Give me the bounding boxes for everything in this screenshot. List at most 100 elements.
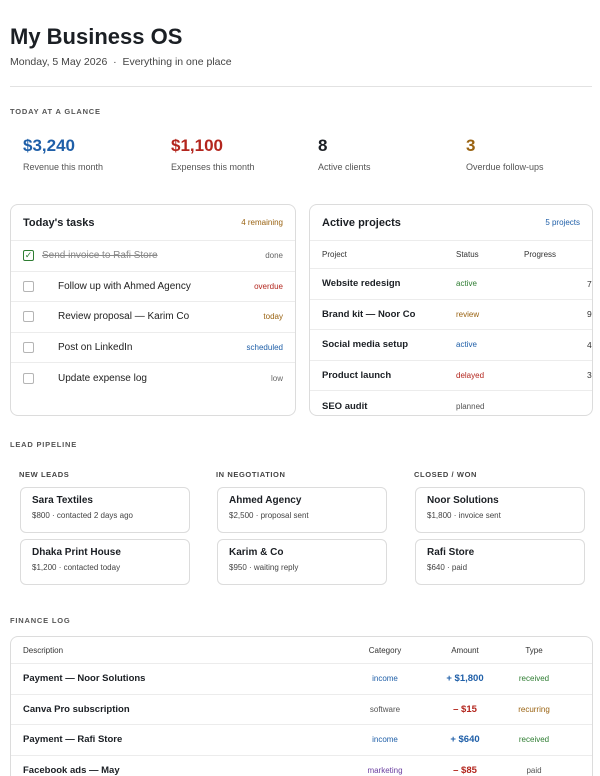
kpi-active-clients: 8 Active clients: [318, 136, 371, 172]
finance-table-body: Payment — Noor Solutions income + $1,800 re…: [11, 664, 592, 776]
task-row[interactable]: ✓ Send invoice to Rafi Store done: [11, 241, 295, 272]
pipeline-column-label: IN NEGOTIATION: [216, 470, 286, 479]
finance-type: paid: [526, 765, 542, 775]
column-header-type: Type: [525, 645, 543, 655]
finance-card: Description Category Amount Type Payment…: [10, 636, 593, 776]
tasks-card-title: Today's tasks: [23, 216, 95, 229]
lead-name: Ahmed Agency: [229, 495, 302, 506]
task-status-badge: today: [263, 312, 283, 322]
lead-card[interactable]: Noor Solutions $1,800 · invoice sent: [415, 487, 585, 533]
column-header-category: Category: [368, 645, 402, 655]
lead-card[interactable]: Rafi Store $640 · paid: [415, 539, 585, 585]
finance-row[interactable]: Facebook ads — May marketing – $85 paid: [11, 756, 592, 776]
finance-description: Payment — Rafi Store: [23, 734, 123, 746]
pipeline-column-label: NEW LEADS: [19, 470, 70, 479]
kpi-label: Overdue follow-ups: [466, 162, 544, 172]
lead-detail: $950 · waiting reply: [229, 563, 299, 572]
project-progress: 30%: [586, 370, 592, 381]
kpi-label: Active clients: [318, 162, 371, 172]
task-checkbox[interactable]: [23, 311, 34, 323]
pipeline-section-label: LEAD PIPELINE: [10, 440, 78, 449]
kpi-overdue-followups: 3 Overdue follow-ups: [466, 136, 544, 172]
task-status-badge: scheduled: [246, 342, 283, 352]
lead-detail: $800 · contacted 2 days ago: [32, 511, 133, 520]
kpi-label: Expenses this month: [171, 162, 255, 172]
finance-description: Facebook ads — May: [23, 764, 120, 776]
lead-detail: $1,800 · invoice sent: [427, 511, 501, 520]
kpi-value: 8: [318, 136, 328, 155]
task-label: Send invoice to Rafi Store: [42, 250, 158, 262]
project-status: review: [456, 309, 480, 319]
lead-detail: $640 · paid: [427, 563, 468, 572]
task-row[interactable]: Review proposal — Karim Co today: [11, 302, 295, 333]
finance-table-header: Description Category Amount Type: [11, 637, 592, 664]
project-progress: 5%: [524, 401, 593, 411]
project-row[interactable]: SEO audit planned 5%: [310, 391, 593, 415]
project-status: active: [456, 340, 477, 350]
projects-card: Active projects 5 projects Project Statu…: [309, 204, 593, 416]
kpi-value: $1,100: [171, 136, 223, 155]
project-status: planned: [456, 401, 485, 411]
task-checkbox[interactable]: [23, 372, 34, 384]
pipeline-column-label: CLOSED / WON: [414, 470, 478, 479]
task-status-badge: overdue: [254, 281, 283, 291]
task-checkbox[interactable]: [23, 341, 34, 353]
task-checkbox[interactable]: ✓: [23, 250, 34, 262]
header-divider: [10, 86, 592, 87]
task-row[interactable]: Follow up with Ahmed Agency overdue: [11, 272, 295, 302]
project-row[interactable]: Product launch delayed 30%: [310, 361, 592, 391]
task-row[interactable]: Post on LinkedIn scheduled: [11, 333, 295, 363]
lead-card[interactable]: Dhaka Print House $1,200 · contacted toda…: [20, 539, 190, 585]
lead-name: Noor Solutions: [427, 495, 499, 506]
project-row[interactable]: Website redesign active 75%: [310, 269, 592, 300]
projects-count-link[interactable]: 5 projects: [545, 218, 580, 227]
task-label: Follow up with Ahmed Agency: [58, 280, 191, 292]
column-header-description: Description: [23, 645, 64, 655]
task-row[interactable]: Update expense log low: [11, 363, 295, 394]
finance-amount: + $1,800: [446, 673, 484, 685]
finance-amount: + $640: [450, 734, 480, 746]
finance-category: software: [369, 704, 401, 714]
project-name: SEO audit: [322, 400, 368, 412]
lead-name: Rafi Store: [427, 547, 475, 558]
project-row[interactable]: Brand kit — Noor Co review 90%: [310, 300, 592, 330]
finance-row[interactable]: Payment — Noor Solutions income + $1,800 re…: [11, 664, 592, 695]
checkmark-icon: ✓: [24, 250, 33, 261]
lead-card[interactable]: Ahmed Agency $2,500 · proposal sent: [217, 487, 387, 533]
project-name: Website redesign: [322, 278, 401, 290]
finance-type: received: [518, 674, 550, 684]
projects-card-title: Active projects: [322, 216, 401, 229]
finance-row[interactable]: Payment — Rafi Store income + $640 received: [11, 725, 592, 756]
projects-table-header: Project Status Progress: [310, 241, 592, 269]
finance-type: recurring: [518, 704, 550, 714]
project-progress: 90%: [586, 309, 592, 320]
tasks-card-header: Today's tasks 4 remaining: [11, 205, 295, 241]
projects-table-body: Website redesign active 75% Brand kit — Noo…: [310, 269, 593, 415]
lead-name: Sara Textiles: [32, 495, 93, 506]
tasks-card: Today's tasks 4 remaining ✓ Send invoice …: [10, 204, 296, 416]
lead-card[interactable]: Sara Textiles $800 · contacted 2 days ago: [20, 487, 190, 533]
lead-detail: $2,500 · proposal sent: [229, 511, 309, 520]
project-name: Social media setup: [322, 339, 409, 351]
column-header-progress: Progress: [524, 250, 557, 259]
finance-category: income: [372, 735, 398, 745]
projects-card-header: Active projects 5 projects: [310, 205, 592, 241]
finance-category: marketing: [367, 765, 403, 775]
lead-card[interactable]: Karim & Co $950 · waiting reply: [217, 539, 387, 585]
finance-description: Canva Pro subscription: [23, 703, 130, 715]
task-label: Post on LinkedIn: [58, 341, 133, 353]
kpi-value: $3,240: [23, 136, 75, 155]
kpi-expenses: $1,100 Expenses this month: [171, 136, 255, 172]
project-name: Brand kit — Noor Co: [322, 308, 416, 320]
lead-detail: $1,200 · contacted today: [32, 563, 121, 572]
column-header-amount: Amount: [451, 645, 479, 655]
glance-section-label: TODAY AT A GLANCE: [10, 107, 101, 116]
project-row[interactable]: Social media setup active 40%: [310, 330, 592, 361]
finance-row[interactable]: Canva Pro subscription software – $15 recur…: [11, 695, 592, 725]
task-list: ✓ Send invoice to Rafi Store done Follow up…: [11, 241, 295, 394]
task-label: Review proposal — Karim Co: [58, 311, 190, 323]
task-checkbox[interactable]: [23, 280, 34, 292]
finance-description: Payment — Noor Solutions: [23, 673, 146, 685]
finance-type: received: [518, 735, 550, 745]
